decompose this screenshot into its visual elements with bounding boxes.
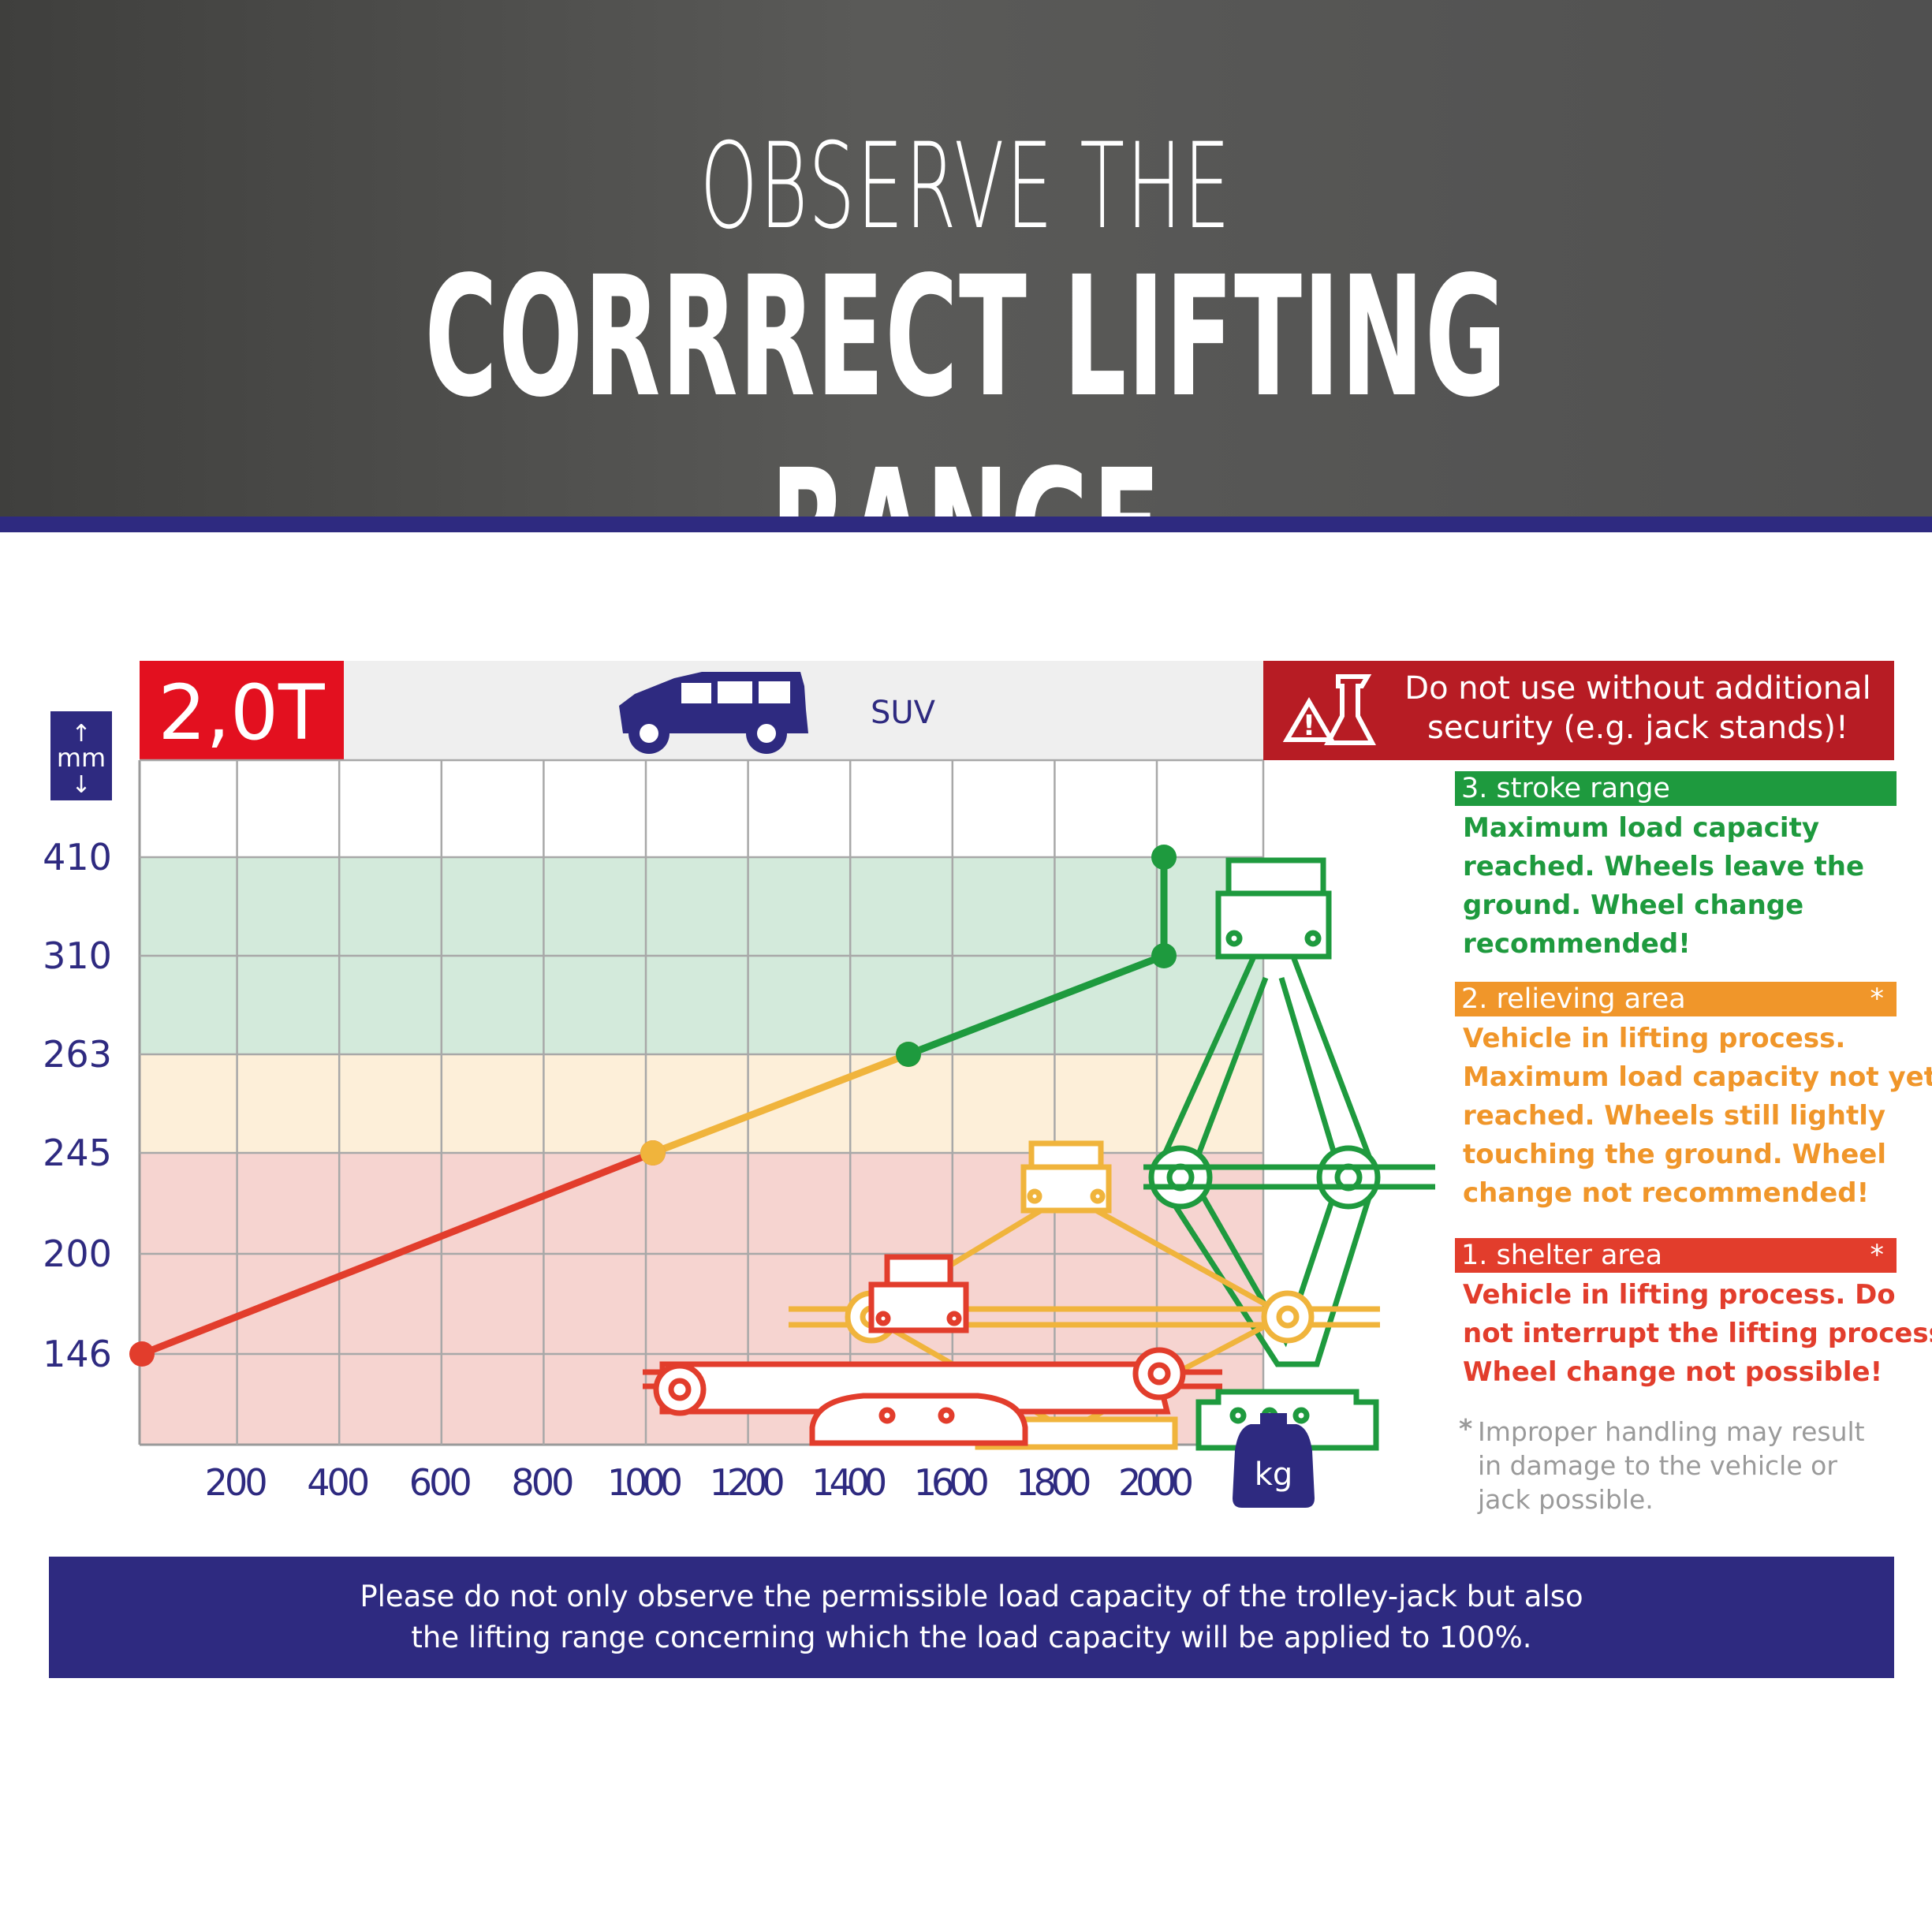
zone-legend-heading: 3. stroke range (1455, 771, 1897, 806)
suv-car-icon (619, 672, 808, 754)
note-line-1: Improper handling may result (1478, 1416, 1865, 1447)
y-tick-label-263: 263 (43, 1033, 112, 1076)
mm-arrow-up-icon: ↑ (71, 720, 91, 748)
zone-legend-line: Vehicle in lifting process. Do (1463, 1279, 1896, 1311)
y-tick-label-410: 410 (43, 836, 112, 878)
capacity-badge (140, 661, 344, 760)
warning-jackstand-icon: ! (1282, 674, 1376, 745)
y-tick-label-146: 146 (43, 1333, 112, 1375)
y-tick-label-245: 245 (43, 1132, 112, 1174)
series-line-1 (140, 1149, 655, 1358)
vehicle-label: SUV (871, 695, 936, 731)
title-line-1: OBSERVE THE (699, 118, 1233, 255)
note-line-2: in damage to the vehicle or (1478, 1450, 1837, 1481)
title-line-2: CORRRECT LIFTING RANGE (424, 241, 1508, 627)
x-tick-label-1600: 1600 (914, 1461, 990, 1504)
zone-legend-3: 1. shelter area * Vehicle in lifting proce… (1455, 1238, 1932, 1392)
jack-red (643, 1254, 1222, 1446)
warning-banner: ! Do not use without additional security… (1263, 661, 1894, 760)
chart-series (129, 845, 1177, 1367)
x-tick-label-1800: 1800 (1016, 1461, 1091, 1504)
x-tick-label-1000: 1000 (607, 1461, 683, 1504)
chart-ticks: 200 400 600 800 1000 1200 1400 1600 1800 2000 146 2… (43, 836, 1194, 1504)
header-banner: OBSERVE THE CORRRECT LIFTING RANGE (0, 0, 1932, 627)
zone-legend-line: ground. Wheel change (1463, 890, 1804, 921)
zone-legend-heading-text: 2. relieving area (1461, 983, 1686, 1015)
mm-unit-label: mm (57, 743, 106, 773)
zone-legend-line: recommended! (1463, 928, 1691, 960)
jack-green (1143, 857, 1435, 1451)
note-asterisk: * (1459, 1413, 1473, 1444)
zone-legend-description: Vehicle in lifting process. Do not interr… (1455, 1273, 1932, 1392)
zone-legend-line: reached. Wheels still lightly (1463, 1100, 1886, 1132)
improper-handling-note: * Improper handling may result in damage… (1459, 1413, 1900, 1516)
zone-legend-heading-text: 1. shelter area (1461, 1240, 1663, 1271)
mm-arrow-down-icon: ↓ (71, 771, 91, 799)
note-line-3: jack possible. (1478, 1484, 1654, 1515)
scissor-jack-illustrations (643, 857, 1435, 1451)
mm-unit-box: ↑ mm ↓ (50, 711, 112, 800)
data-point-2-1 (640, 1140, 666, 1166)
footer-banner: Please do not only observe the permissib… (49, 1557, 1894, 1678)
zone-legend-description: Vehicle in lifting process. Maximum load … (1455, 1016, 1932, 1213)
zone-legend-description: Maximum load capacity reached. Wheels lea… (1455, 806, 1897, 964)
data-point-3-2 (1151, 943, 1177, 968)
data-point-3-1 (896, 1042, 921, 1067)
footer-line-1: Please do not only observe the permissib… (360, 1580, 1583, 1613)
zone-legend-1: 3. stroke range Maximum load capacity reac… (1455, 771, 1897, 964)
x-tick-label-600: 600 (409, 1461, 472, 1504)
x-tick-label-400: 400 (307, 1461, 370, 1504)
capacity-badge-label: 2,0T (158, 669, 325, 757)
zone-legend-line: Maximum load capacity not yet (1463, 1061, 1932, 1093)
footer-line-2: the lifting range concerning which the l… (411, 1621, 1532, 1654)
zone-legend-heading: 1. shelter area * (1455, 1238, 1897, 1273)
zone-legend-heading-text: 3. stroke range (1461, 773, 1670, 804)
kg-weight-icon: kg (1233, 1413, 1315, 1508)
series-line-2 (651, 1050, 910, 1157)
x-tick-label-1200: 1200 (710, 1461, 785, 1504)
zone-legend-line: reached. Wheels leave the (1463, 851, 1865, 882)
data-point-1-1 (129, 1341, 155, 1367)
warning-text: Do not use without additional security (… (1404, 670, 1871, 746)
svg-text:!: ! (1303, 710, 1315, 742)
y-tick-label-310: 310 (43, 934, 112, 977)
zone-legend-line: Maximum load capacity (1463, 812, 1819, 844)
zone-band-2 (140, 1054, 1263, 1153)
zone-legend-heading: 2. relieving area * (1455, 982, 1897, 1016)
x-tick-label-800: 800 (511, 1461, 574, 1504)
y-tick-label-200: 200 (43, 1233, 112, 1275)
zone-legend-asterisk: * (1870, 983, 1885, 1015)
x-tick-label-1400: 1400 (811, 1461, 887, 1504)
zone-legend-line: change not recommended! (1463, 1177, 1870, 1209)
kg-unit-label: kg (1255, 1456, 1293, 1493)
header-divider (0, 517, 1932, 532)
data-point-3-3 (1151, 845, 1177, 870)
zone-legend-line: not interrupt the lifting process. (1463, 1318, 1932, 1349)
zone-legend-line: touching the ground. Wheel (1463, 1139, 1887, 1170)
x-tick-label-2000: 2000 (1118, 1461, 1194, 1504)
zone-legend-line: Vehicle in lifting process. (1463, 1023, 1846, 1054)
x-tick-label-200: 200 (205, 1461, 268, 1504)
zone-legend-2: 2. relieving area * Vehicle in lifting pro… (1455, 982, 1932, 1213)
zone-legend-asterisk: * (1870, 1240, 1885, 1271)
zone-legend-line: Wheel change not possible! (1463, 1356, 1883, 1388)
